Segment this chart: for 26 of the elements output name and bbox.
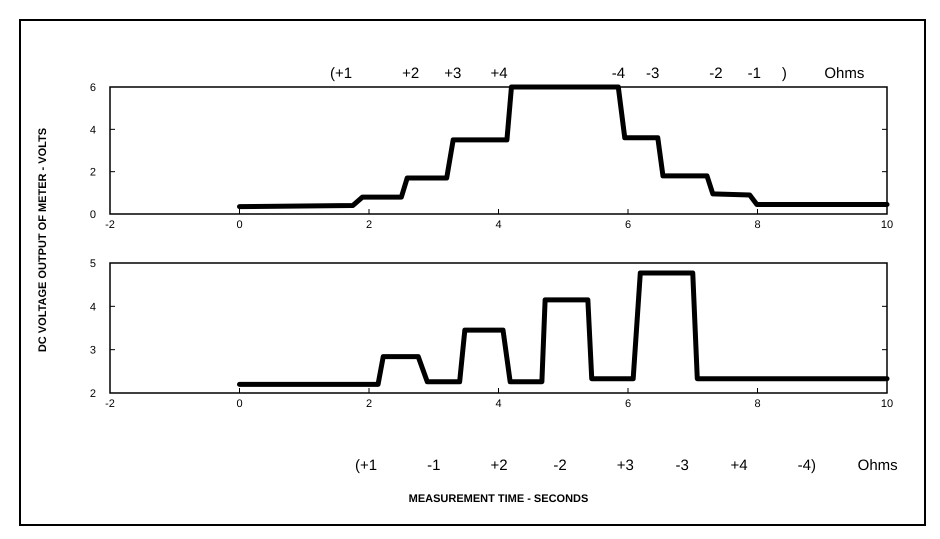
y-tick-label: 0 [90,209,96,221]
x-tick-label: 10 [880,398,894,410]
x-tick-label: 4 [495,219,502,231]
y-tick-label: 5 [90,258,96,270]
y-tick-label: 4 [90,124,96,136]
y-tick-label: 3 [90,344,96,357]
x-axis-title: MEASUREMENT TIME - SECONDS [408,493,588,505]
x-tick-label: -2 [105,219,115,231]
y-tick-label: 6 [90,82,96,94]
y-tick-label: 2 [90,166,96,179]
y-tick-label: 2 [90,388,96,400]
x-tick-label: 4 [495,398,502,410]
x-tick-label: 2 [366,219,372,231]
x-tick-label: 6 [624,219,632,231]
x-tick-label: 0 [236,398,243,410]
text: (+1 -1 +2 -2 +3 -3 +4 -4) Ohms [355,457,898,474]
x-tick-label: -2 [105,398,115,410]
x-tick-label: 2 [366,398,372,410]
text: (+1 +2 +3 +4 -4 -3 -2 -1 ) Ohms [330,65,864,82]
x-tick-label: 6 [624,398,632,410]
x-tick-label: 10 [880,219,894,231]
y-tick-label: 4 [90,301,96,314]
x-tick-label: 0 [236,219,243,231]
x-tick-label: 8 [754,219,761,231]
x-tick-label: 8 [754,398,761,410]
y-axis-title: DC VOLTAGE OUTPUT OF METER - VOLTS [37,128,49,352]
